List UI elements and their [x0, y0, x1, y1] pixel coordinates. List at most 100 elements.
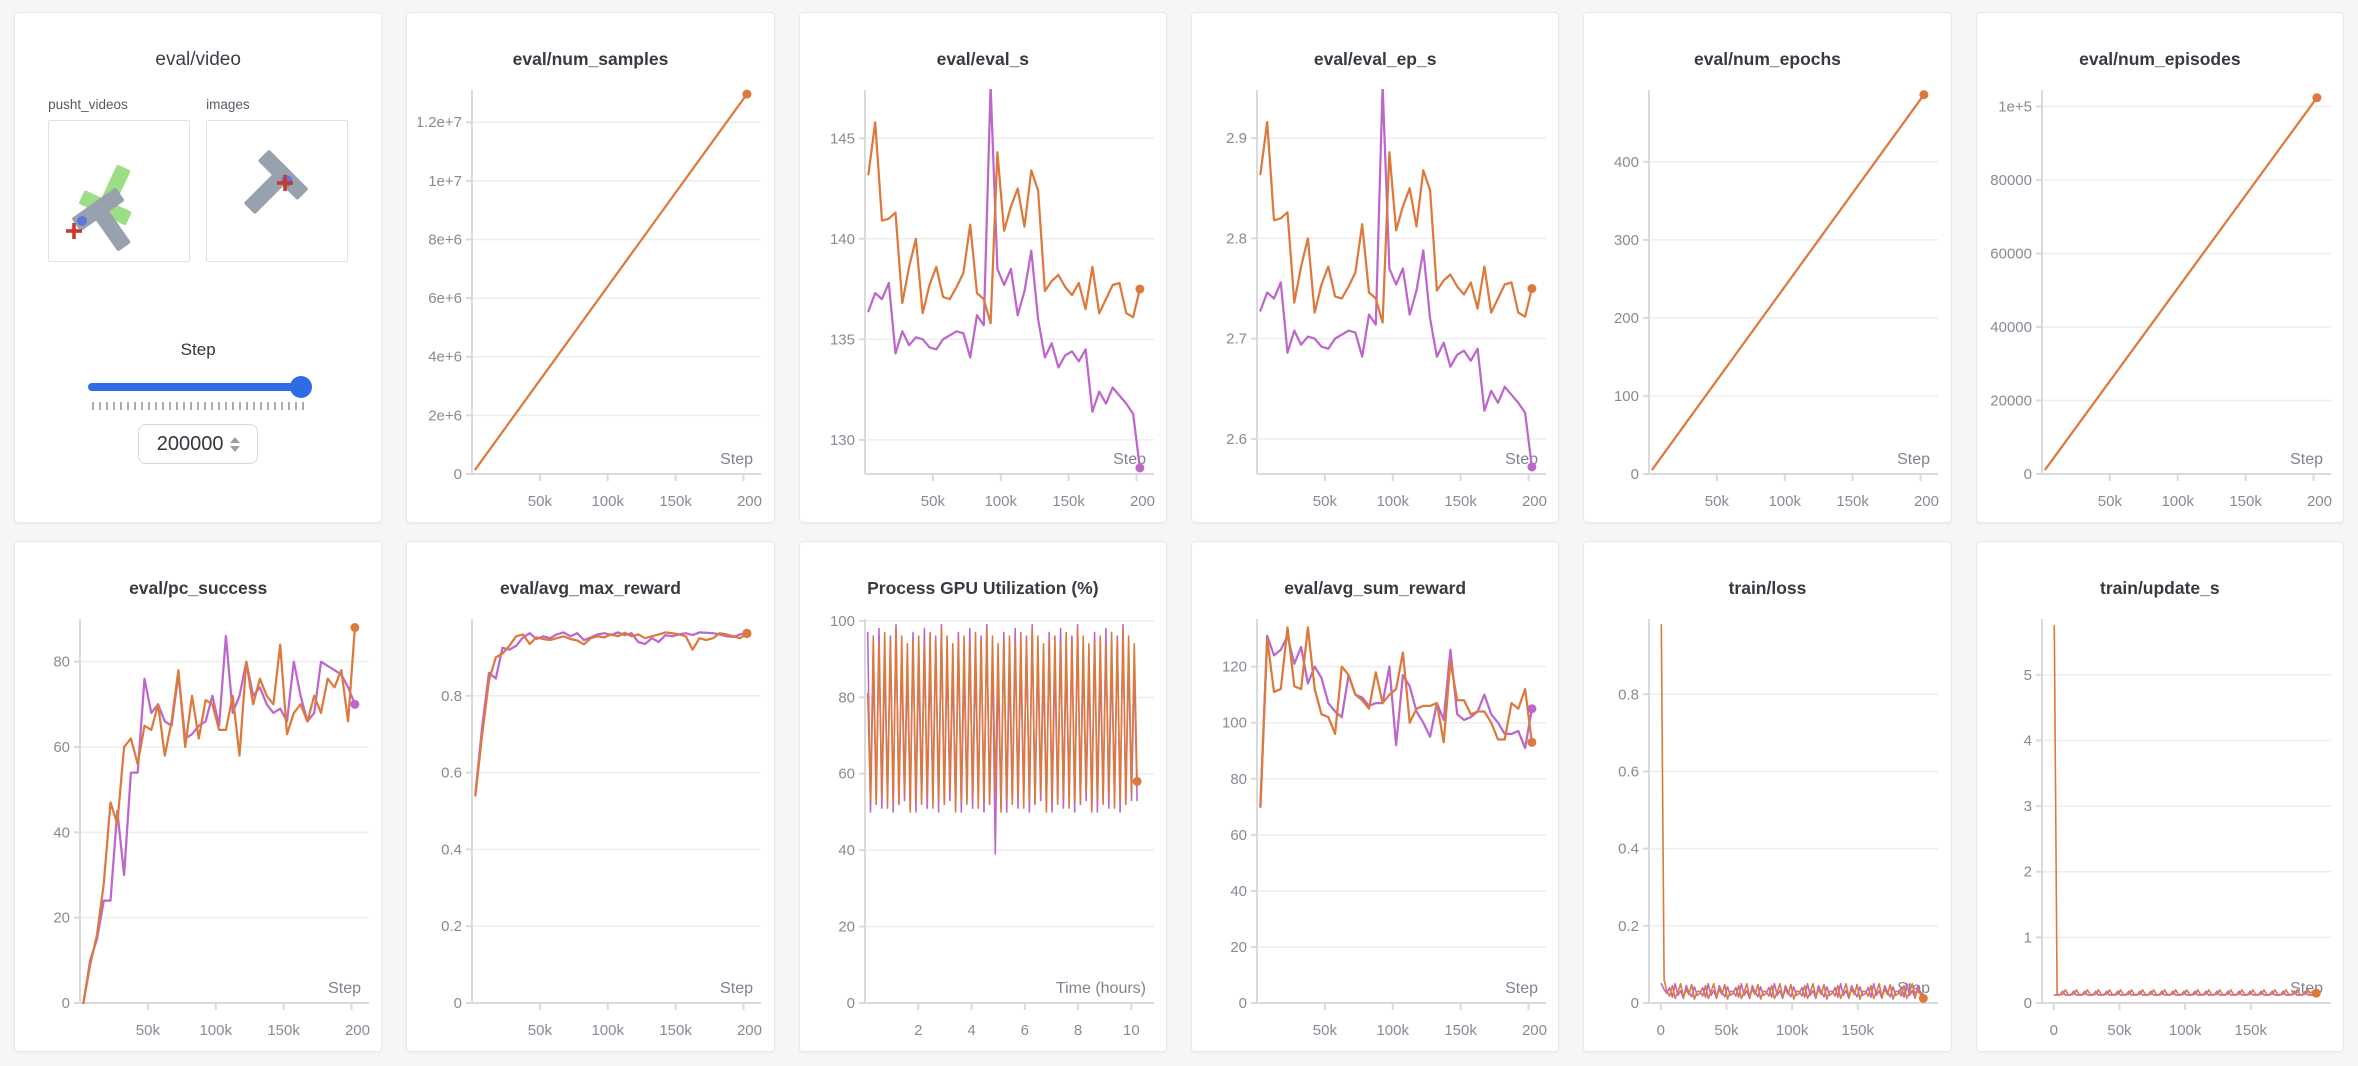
- svg-text:40: 40: [53, 824, 70, 841]
- svg-text:2.9: 2.9: [1226, 130, 1247, 147]
- svg-text:150k: 150k: [2234, 1022, 2267, 1039]
- svg-text:80: 80: [838, 689, 855, 706]
- svg-text:0.8: 0.8: [441, 688, 462, 705]
- chart-panel-eval-avg-max-reward: eval/avg_max_reward 0 0.2 0.4 0.6 0.8 50k 100k…: [406, 541, 775, 1052]
- goal-cross: [66, 223, 83, 239]
- svg-text:140: 140: [830, 231, 855, 248]
- svg-text:200: 200: [1914, 493, 1939, 510]
- images-thumbnail[interactable]: [206, 120, 349, 262]
- chart-title: eval/pc_success: [129, 578, 268, 598]
- chart-panel-eval-eval-s: eval/eval_s 130 135 140 145 50k 100k 150k 200 St…: [798, 12, 1167, 523]
- svg-text:40000: 40000: [1990, 319, 2032, 336]
- step-slider[interactable]: [88, 376, 313, 398]
- svg-text:0: 0: [846, 995, 854, 1012]
- svg-text:20: 20: [53, 910, 70, 927]
- svg-text:0: 0: [1657, 1022, 1665, 1039]
- slider-thumb[interactable]: [290, 376, 313, 398]
- svg-text:150k: 150k: [267, 1022, 300, 1039]
- svg-text:Time (hours): Time (hours): [1056, 980, 1146, 997]
- line-chart[interactable]: 0 20 40 60 80 50k 100k 150k 200 Step: [26, 611, 371, 1043]
- step-up-icon[interactable]: [229, 436, 240, 443]
- svg-text:60000: 60000: [1990, 246, 2032, 263]
- svg-text:100: 100: [1222, 715, 1247, 732]
- svg-text:100k: 100k: [984, 493, 1017, 510]
- svg-text:0.2: 0.2: [1618, 918, 1639, 935]
- line-chart[interactable]: 0 2e+6 4e+6 6e+6 8e+6 1e+7 1.2e+7 50k 100k 150k 20…: [418, 82, 763, 514]
- svg-text:4e+6: 4e+6: [429, 349, 463, 366]
- svg-text:200: 200: [345, 1022, 370, 1039]
- line-chart[interactable]: 0 0.2 0.4 0.6 0.8 50k 100k 150k 200 Step: [418, 611, 763, 1043]
- stepper-arrows-icon[interactable]: [229, 436, 240, 452]
- line-chart[interactable]: 0 20 40 60 80 100 2 4 6 8 10 Time (hours): [811, 611, 1156, 1043]
- svg-text:0.6: 0.6: [441, 765, 462, 782]
- svg-text:0.6: 0.6: [1618, 763, 1639, 780]
- svg-text:40: 40: [1230, 883, 1247, 900]
- svg-text:0: 0: [2023, 995, 2031, 1012]
- svg-text:200: 200: [737, 493, 762, 510]
- svg-text:300: 300: [1614, 232, 1639, 249]
- chart-title: eval/avg_sum_reward: [1284, 578, 1467, 598]
- svg-text:150k: 150k: [2229, 493, 2262, 510]
- svg-text:80: 80: [1230, 771, 1247, 788]
- svg-text:0: 0: [1631, 995, 1639, 1012]
- svg-text:130: 130: [830, 432, 855, 449]
- svg-text:2: 2: [2023, 864, 2031, 881]
- step-input-value[interactable]: 200000: [156, 432, 224, 455]
- slider-track[interactable]: [88, 383, 309, 391]
- svg-text:Step: Step: [328, 980, 361, 997]
- media-row: pusht_videos: [37, 97, 359, 262]
- pusht-videos-thumbnail[interactable]: [48, 120, 191, 262]
- svg-text:0: 0: [1239, 995, 1247, 1012]
- svg-text:200: 200: [1614, 310, 1639, 327]
- svg-text:Step: Step: [720, 980, 753, 997]
- svg-text:150k: 150k: [1837, 493, 1870, 510]
- chart-title: eval/eval_s: [936, 49, 1030, 69]
- svg-text:50k: 50k: [1313, 1022, 1338, 1039]
- line-chart[interactable]: 0 20 40 60 80 100 120 50k 100k 150k 200 Step: [1203, 611, 1548, 1043]
- chart-panel-eval-num-samples: eval/num_samples 0 2e+6 4e+6 6e+6 8e+6 1e+7 1.…: [406, 12, 775, 523]
- chart-panel-train-update-s: train/update_s 0 1 2 3 4 5 0 50k 100k 150k Step: [1975, 541, 2344, 1052]
- svg-text:2.7: 2.7: [1226, 331, 1247, 348]
- svg-text:60: 60: [53, 739, 70, 756]
- svg-text:50k: 50k: [528, 493, 553, 510]
- svg-text:20: 20: [1230, 939, 1247, 956]
- svg-text:200: 200: [1522, 493, 1547, 510]
- chart-panel-eval-eval-ep-s: eval/eval_ep_s 2.6 2.7 2.8 2.9 50k 100k 150k 20…: [1191, 12, 1560, 523]
- svg-text:200: 200: [1130, 493, 1155, 510]
- chart-panel-eval-num-episodes: eval/num_episodes 0 20000 40000 60000 80000 1…: [1975, 12, 2344, 523]
- svg-text:80000: 80000: [1990, 172, 2032, 189]
- agent-dot: [281, 175, 293, 187]
- step-down-icon[interactable]: [229, 445, 240, 452]
- svg-text:80: 80: [53, 654, 70, 671]
- step-input[interactable]: 200000: [138, 424, 259, 464]
- svg-text:0: 0: [62, 995, 70, 1012]
- svg-text:50k: 50k: [136, 1022, 161, 1039]
- chart-title: eval/num_episodes: [2079, 49, 2241, 69]
- svg-text:60: 60: [1230, 827, 1247, 844]
- svg-text:50k: 50k: [2107, 1022, 2132, 1039]
- line-chart[interactable]: 0 100 200 300 400 50k 100k 150k 200 Step: [1595, 82, 1940, 514]
- svg-text:1: 1: [2023, 929, 2031, 946]
- agent-dot: [77, 216, 88, 226]
- svg-text:200: 200: [737, 1022, 762, 1039]
- svg-text:150k: 150k: [1444, 493, 1477, 510]
- chart-panel-eval-pc-success: eval/pc_success 0 20 40 60 80 50k 100k 150k 200 S…: [14, 541, 383, 1052]
- gray-t-shape: [244, 150, 308, 214]
- svg-text:60: 60: [838, 766, 855, 783]
- svg-text:Step: Step: [720, 451, 753, 468]
- svg-text:8: 8: [1074, 1022, 1082, 1039]
- line-chart[interactable]: 0 20000 40000 60000 80000 1e+5 50k 100k 150k 200 S…: [1988, 82, 2333, 514]
- pusht-scene-image: [66, 164, 132, 251]
- svg-text:200: 200: [2307, 493, 2332, 510]
- svg-text:100k: 100k: [592, 493, 625, 510]
- svg-text:100k: 100k: [592, 1022, 625, 1039]
- svg-text:150k: 150k: [660, 1022, 693, 1039]
- svg-text:400: 400: [1614, 154, 1639, 171]
- svg-text:50k: 50k: [528, 1022, 553, 1039]
- svg-text:50k: 50k: [1715, 1022, 1740, 1039]
- svg-text:135: 135: [830, 331, 855, 348]
